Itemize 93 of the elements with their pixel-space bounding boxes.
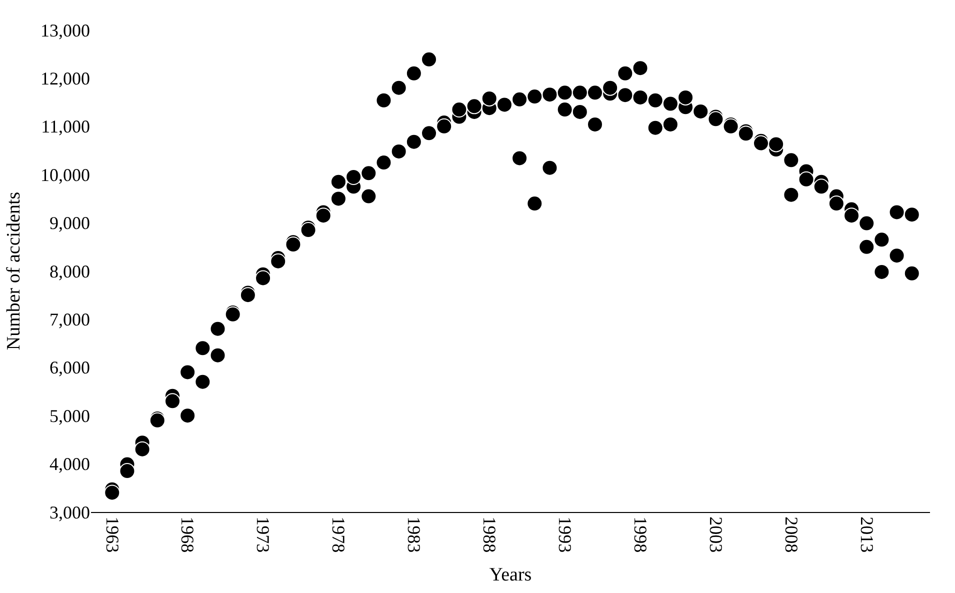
point xyxy=(360,165,377,182)
y-tick-label: 9,000 xyxy=(50,213,90,234)
point xyxy=(390,143,407,160)
point xyxy=(451,102,468,118)
x-tick-label: 2008 xyxy=(781,516,802,553)
y-tick-label: 7,000 xyxy=(50,310,90,330)
point xyxy=(360,188,377,204)
x-tick-label: 1973 xyxy=(253,516,274,553)
point xyxy=(692,103,709,120)
point xyxy=(542,86,558,103)
y-tick-label: 6,000 xyxy=(50,358,90,378)
point xyxy=(406,65,422,82)
point xyxy=(194,374,211,390)
point xyxy=(572,104,588,120)
point xyxy=(210,347,226,364)
point xyxy=(194,340,211,356)
point xyxy=(587,84,603,101)
point xyxy=(647,120,664,136)
point xyxy=(844,208,860,224)
point xyxy=(255,270,272,286)
point xyxy=(164,393,180,410)
x-tick-label: 1963 xyxy=(102,516,122,553)
x-tick-label: 2003 xyxy=(706,516,726,553)
y-tick-label: 10,000 xyxy=(40,164,90,185)
x-tick-label: 1988 xyxy=(480,516,500,553)
point xyxy=(858,215,875,232)
point xyxy=(556,84,573,101)
y-tick-label: 5,000 xyxy=(50,406,90,426)
point xyxy=(526,196,543,212)
point xyxy=(662,116,678,132)
point xyxy=(874,264,890,280)
point xyxy=(888,248,905,264)
y-tick-label: 4,000 xyxy=(50,454,90,474)
point xyxy=(526,88,543,105)
point xyxy=(798,171,814,188)
point xyxy=(180,364,196,380)
point xyxy=(783,152,800,168)
point xyxy=(376,92,392,108)
y-axis-title: Number of accidents xyxy=(3,192,24,350)
point xyxy=(512,91,528,108)
point xyxy=(421,51,438,68)
point xyxy=(496,96,512,113)
point xyxy=(904,265,920,282)
point xyxy=(632,60,648,76)
point xyxy=(436,118,452,134)
point xyxy=(587,116,603,132)
x-tick-label: 1998 xyxy=(630,516,650,553)
point xyxy=(180,408,196,424)
point xyxy=(874,232,890,248)
y-tick-label: 3,000 xyxy=(50,502,90,522)
point xyxy=(466,98,482,114)
point xyxy=(406,134,422,150)
point xyxy=(662,96,678,112)
x-tick-label: 1993 xyxy=(554,516,575,553)
point xyxy=(556,102,573,118)
point xyxy=(602,80,618,96)
point xyxy=(888,204,905,220)
y-tick-label: 12,000 xyxy=(40,68,90,88)
point xyxy=(813,178,830,195)
point xyxy=(678,89,694,106)
point xyxy=(119,463,136,480)
point xyxy=(858,238,875,255)
point xyxy=(617,65,634,82)
point xyxy=(210,320,226,337)
x-tick-label: 1968 xyxy=(178,516,198,553)
point xyxy=(330,190,346,207)
point xyxy=(904,206,920,223)
point xyxy=(481,90,498,106)
x-axis-title: Years xyxy=(489,564,532,586)
point xyxy=(647,92,664,108)
x-tick-label: 1983 xyxy=(404,516,424,553)
point xyxy=(376,154,392,171)
point xyxy=(783,186,800,203)
point xyxy=(346,169,362,186)
y-tick-label: 13,000 xyxy=(40,20,90,40)
point xyxy=(390,80,407,96)
point xyxy=(542,160,558,176)
point xyxy=(768,136,784,152)
y-tick-label: 8,000 xyxy=(50,261,90,282)
point xyxy=(512,150,528,166)
point xyxy=(315,208,332,224)
point xyxy=(104,484,120,501)
point xyxy=(828,196,844,212)
x-tick-label: 2013 xyxy=(856,516,877,553)
x-tick-label: 1978 xyxy=(328,516,349,553)
point xyxy=(270,253,286,270)
point xyxy=(330,174,346,190)
point xyxy=(421,125,438,142)
y-tick-label: 11,000 xyxy=(41,116,90,137)
point xyxy=(617,87,634,104)
point xyxy=(572,84,588,101)
point xyxy=(134,441,150,458)
point xyxy=(632,89,648,106)
